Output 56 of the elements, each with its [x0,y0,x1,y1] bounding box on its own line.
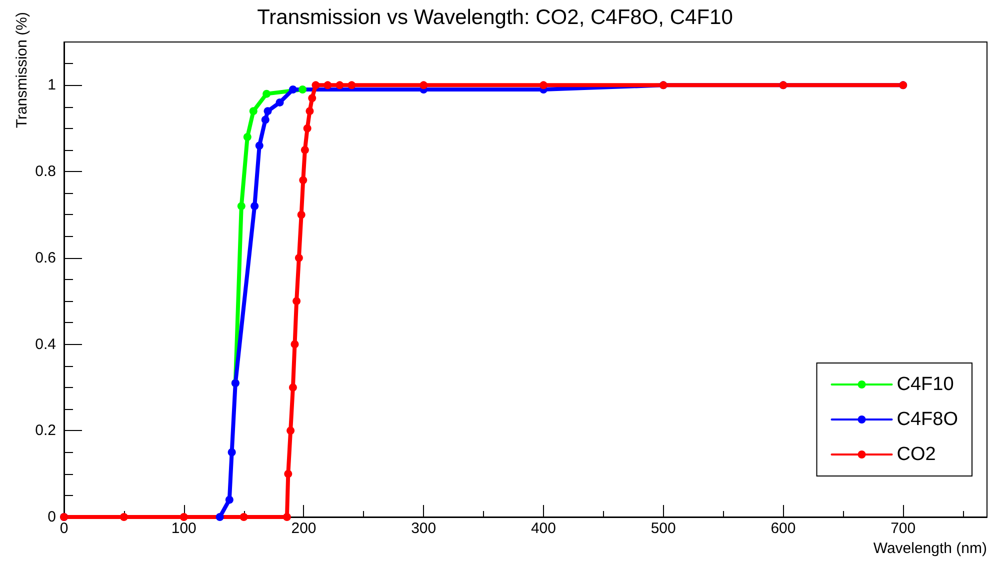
chart-title: Transmission vs Wavelength: CO2, C4F8O, C4F10 [257,6,733,29]
point [286,426,295,435]
x-tick-label: 600 [770,520,796,537]
point [288,86,297,94]
y-tick-label: 1 [48,76,56,94]
point [298,86,307,94]
point [303,124,312,132]
point [240,513,248,521]
point [300,146,309,154]
x-tick-label: 700 [890,520,916,537]
point [299,176,308,184]
point [292,297,301,306]
point [348,81,356,90]
y-tick-label: 0.2 [35,422,56,440]
point [249,107,258,116]
point [237,202,246,210]
point [276,98,284,106]
point [282,513,291,521]
point [294,254,303,262]
point [312,81,320,90]
point [264,107,272,116]
point [216,513,224,521]
point [297,210,306,219]
y-tick-label: 0.6 [35,249,56,266]
x-tick-label: 100 [171,520,196,537]
x-tick-label: 200 [291,520,316,537]
point [261,116,270,124]
point [420,81,428,90]
point [284,470,292,478]
y-tick-label: 0 [48,508,56,526]
legend-label: C4F10 [896,374,954,395]
point [288,383,297,392]
point [539,81,548,90]
y-tick-label: 0.8 [35,163,56,180]
y-tick-label: 0.4 [35,336,56,353]
point [180,513,188,521]
point [324,81,332,90]
point [306,107,314,116]
point [255,142,264,150]
point [308,94,316,102]
y-axis-title: Transmission (%) [14,12,30,128]
legend-label: C4F8O [896,409,958,430]
x-tick-label: 0 [60,520,68,537]
point [262,90,271,98]
point [228,448,236,456]
point [243,133,252,141]
point [225,496,234,504]
x-tick-label: 400 [530,520,556,537]
x-tick-label: 300 [411,520,436,537]
point [336,81,344,90]
x-tick-label: 500 [650,520,676,537]
point [120,513,128,521]
point [290,340,299,348]
point [250,202,259,210]
legend-label: CO2 [896,444,936,465]
x-axis-title: Wavelength (nm) [873,540,987,557]
